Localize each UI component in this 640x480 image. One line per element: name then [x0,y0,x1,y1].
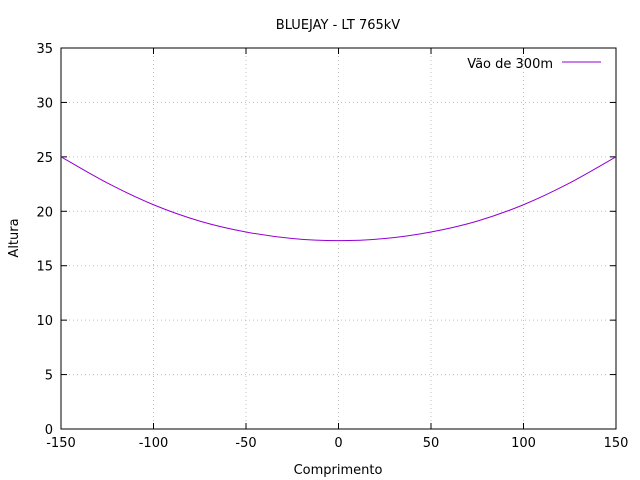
y-tick-label: 25 [36,151,53,166]
x-tick-label: -150 [46,436,76,451]
y-tick-label: 15 [36,260,53,275]
x-tick-label: -100 [139,436,169,451]
y-axis-label: Altura [7,218,22,257]
y-tick-label: 20 [36,205,53,220]
legend-entry-label: Vão de 300m [467,57,553,72]
x-axis-label: Comprimento [294,463,383,478]
x-tick-label: 50 [423,436,440,451]
y-tick-label: 10 [36,314,53,329]
chart-title: BLUEJAY - LT 765kV [276,18,400,33]
grid [61,48,616,429]
x-tick-label: 150 [604,436,629,451]
x-tick-label: 0 [334,436,342,451]
y-axis-ticks: 0 5 10 15 20 25 30 35 [36,42,616,438]
x-tick-label: -50 [235,436,256,451]
series-line-vao-de-300m [60,156,617,242]
x-tick-label: 100 [511,436,536,451]
legend: Vão de 300m [467,57,601,72]
y-tick-label: 5 [45,369,53,384]
y-tick-label: 30 [36,96,53,111]
x-axis-ticks: -150 -100 -50 0 50 100 150 [46,48,628,451]
plot-frame [60,47,617,430]
y-tick-label: 35 [36,42,53,57]
y-tick-label: 0 [45,423,53,438]
